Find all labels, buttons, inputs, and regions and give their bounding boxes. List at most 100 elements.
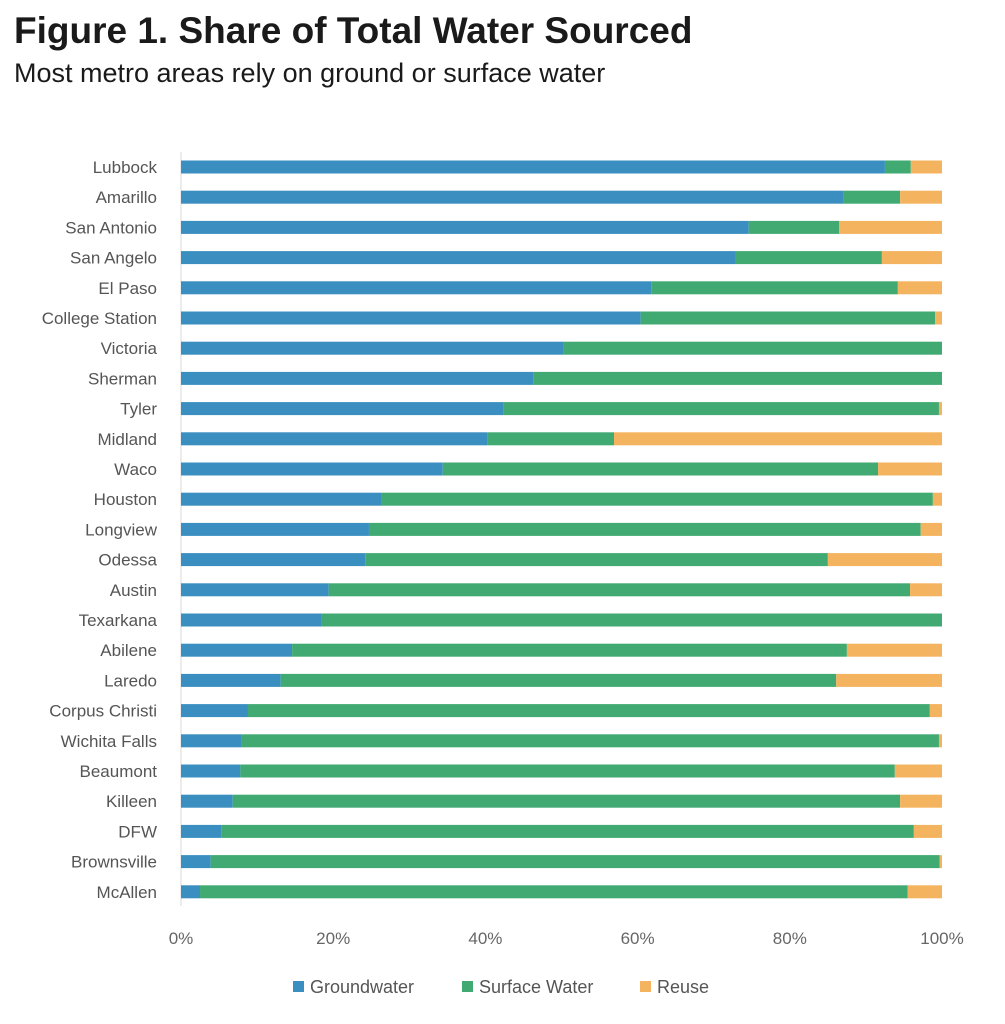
category-label: College Station xyxy=(42,309,157,328)
bar-segment-groundwater xyxy=(181,824,222,838)
chart-title: Figure 1. Share of Total Water Sourced xyxy=(14,10,693,51)
bar-segment-reuse xyxy=(920,522,942,536)
bar-segment-groundwater xyxy=(181,402,504,416)
category-label: Wichita Falls xyxy=(61,732,157,751)
legend-label: Reuse xyxy=(657,977,709,997)
bar-segment-surface-water xyxy=(442,462,879,476)
bar-segment-reuse xyxy=(900,190,942,204)
legend-swatch xyxy=(640,981,651,992)
legend-label: Groundwater xyxy=(310,977,414,997)
bar-segment-groundwater xyxy=(181,613,322,627)
bar-segment-reuse xyxy=(913,824,942,838)
category-label: Brownsville xyxy=(71,853,157,872)
category-label: Beaumont xyxy=(80,762,158,781)
category-label: DFW xyxy=(118,822,157,841)
category-label: El Paso xyxy=(98,279,157,298)
x-tick-label: 0% xyxy=(169,929,194,948)
bar-segment-reuse xyxy=(939,855,942,869)
bar-segment-groundwater xyxy=(181,522,369,536)
bar-segment-groundwater xyxy=(181,371,534,385)
bar-segment-groundwater xyxy=(181,794,233,808)
category-label: Killeen xyxy=(106,792,157,811)
category-label: Abilene xyxy=(100,641,157,660)
x-tick-label: 40% xyxy=(468,929,502,948)
bar-segment-surface-water xyxy=(321,613,942,627)
bar-segment-surface-water xyxy=(487,432,615,446)
category-label: McAllen xyxy=(97,883,157,902)
bar-segment-reuse xyxy=(897,281,942,295)
bar-segment-groundwater xyxy=(181,311,641,325)
category-label: Corpus Christi xyxy=(49,702,157,721)
bar-segment-surface-water xyxy=(241,734,939,748)
category-label: Longview xyxy=(85,520,158,539)
bar-segment-surface-water xyxy=(221,824,914,838)
bar-segment-surface-water xyxy=(884,160,911,174)
bar-segment-groundwater xyxy=(181,704,248,718)
category-label: Houston xyxy=(94,490,157,509)
x-tick-label: 60% xyxy=(621,929,655,948)
bar-segment-reuse xyxy=(878,462,942,476)
bar-segment-reuse xyxy=(894,764,942,778)
bar-segment-reuse xyxy=(836,673,942,687)
bar-segment-reuse xyxy=(935,311,942,325)
bar-segment-surface-water xyxy=(247,704,930,718)
bar-segment-surface-water xyxy=(843,190,901,204)
category-label: San Antonio xyxy=(65,218,157,237)
bar-segment-reuse xyxy=(881,251,942,265)
bar-segment-groundwater xyxy=(181,281,652,295)
x-tick-label: 100% xyxy=(920,929,963,948)
x-tick-label: 20% xyxy=(316,929,350,948)
bar-segment-reuse xyxy=(839,220,942,234)
category-label: Odessa xyxy=(98,551,157,570)
bar-segment-reuse xyxy=(910,583,942,597)
bar-segment-groundwater xyxy=(181,553,366,567)
category-label: Austin xyxy=(110,581,157,600)
bar-segment-surface-water xyxy=(232,794,901,808)
bar-segment-surface-water xyxy=(640,311,936,325)
bar-segment-reuse xyxy=(614,432,942,446)
bar-segment-groundwater xyxy=(181,432,488,446)
bar-segment-surface-water xyxy=(368,522,921,536)
x-tick-label: 80% xyxy=(773,929,807,948)
bar-segment-groundwater xyxy=(181,251,736,265)
bar-segment-reuse xyxy=(827,553,942,567)
bar-segment-surface-water xyxy=(748,220,840,234)
bar-segment-groundwater xyxy=(181,673,281,687)
bar-segment-surface-water xyxy=(210,855,940,869)
bar-segment-surface-water xyxy=(381,492,933,506)
legend-label: Surface Water xyxy=(479,977,593,997)
category-label: Sherman xyxy=(88,369,157,388)
bar-segment-reuse xyxy=(910,160,942,174)
bar-segment-groundwater xyxy=(181,734,242,748)
bar-segment-surface-water xyxy=(200,885,908,899)
category-label: Waco xyxy=(114,460,157,479)
category-label: San Angelo xyxy=(70,249,157,268)
bar-segment-reuse xyxy=(907,885,942,899)
bar-segment-reuse xyxy=(846,643,942,657)
bar-segment-groundwater xyxy=(181,341,564,355)
bar-segment-groundwater xyxy=(181,160,885,174)
bar-segment-surface-water xyxy=(365,553,828,567)
bar-segment-reuse xyxy=(932,492,942,506)
bar-segment-groundwater xyxy=(181,220,749,234)
bar-segment-surface-water xyxy=(328,583,911,597)
category-label: Amarillo xyxy=(96,188,157,207)
bar-segment-surface-water xyxy=(651,281,898,295)
bar-segment-reuse xyxy=(900,794,942,808)
bar-segment-groundwater xyxy=(181,462,443,476)
bar-segment-surface-water xyxy=(240,764,895,778)
legend-swatch xyxy=(293,981,304,992)
bar-segment-groundwater xyxy=(181,492,382,506)
bar-segment-groundwater xyxy=(181,885,201,899)
bar-segment-groundwater xyxy=(181,583,329,597)
bar-segment-surface-water xyxy=(292,643,847,657)
bar-segment-reuse xyxy=(938,734,942,748)
category-label: Texarkana xyxy=(79,611,158,630)
category-label: Laredo xyxy=(104,671,157,690)
category-label: Victoria xyxy=(101,339,158,358)
category-label: Midland xyxy=(97,430,157,449)
category-label: Lubbock xyxy=(93,158,158,177)
category-label: Tyler xyxy=(120,400,157,419)
bar-segment-surface-water xyxy=(735,251,882,265)
